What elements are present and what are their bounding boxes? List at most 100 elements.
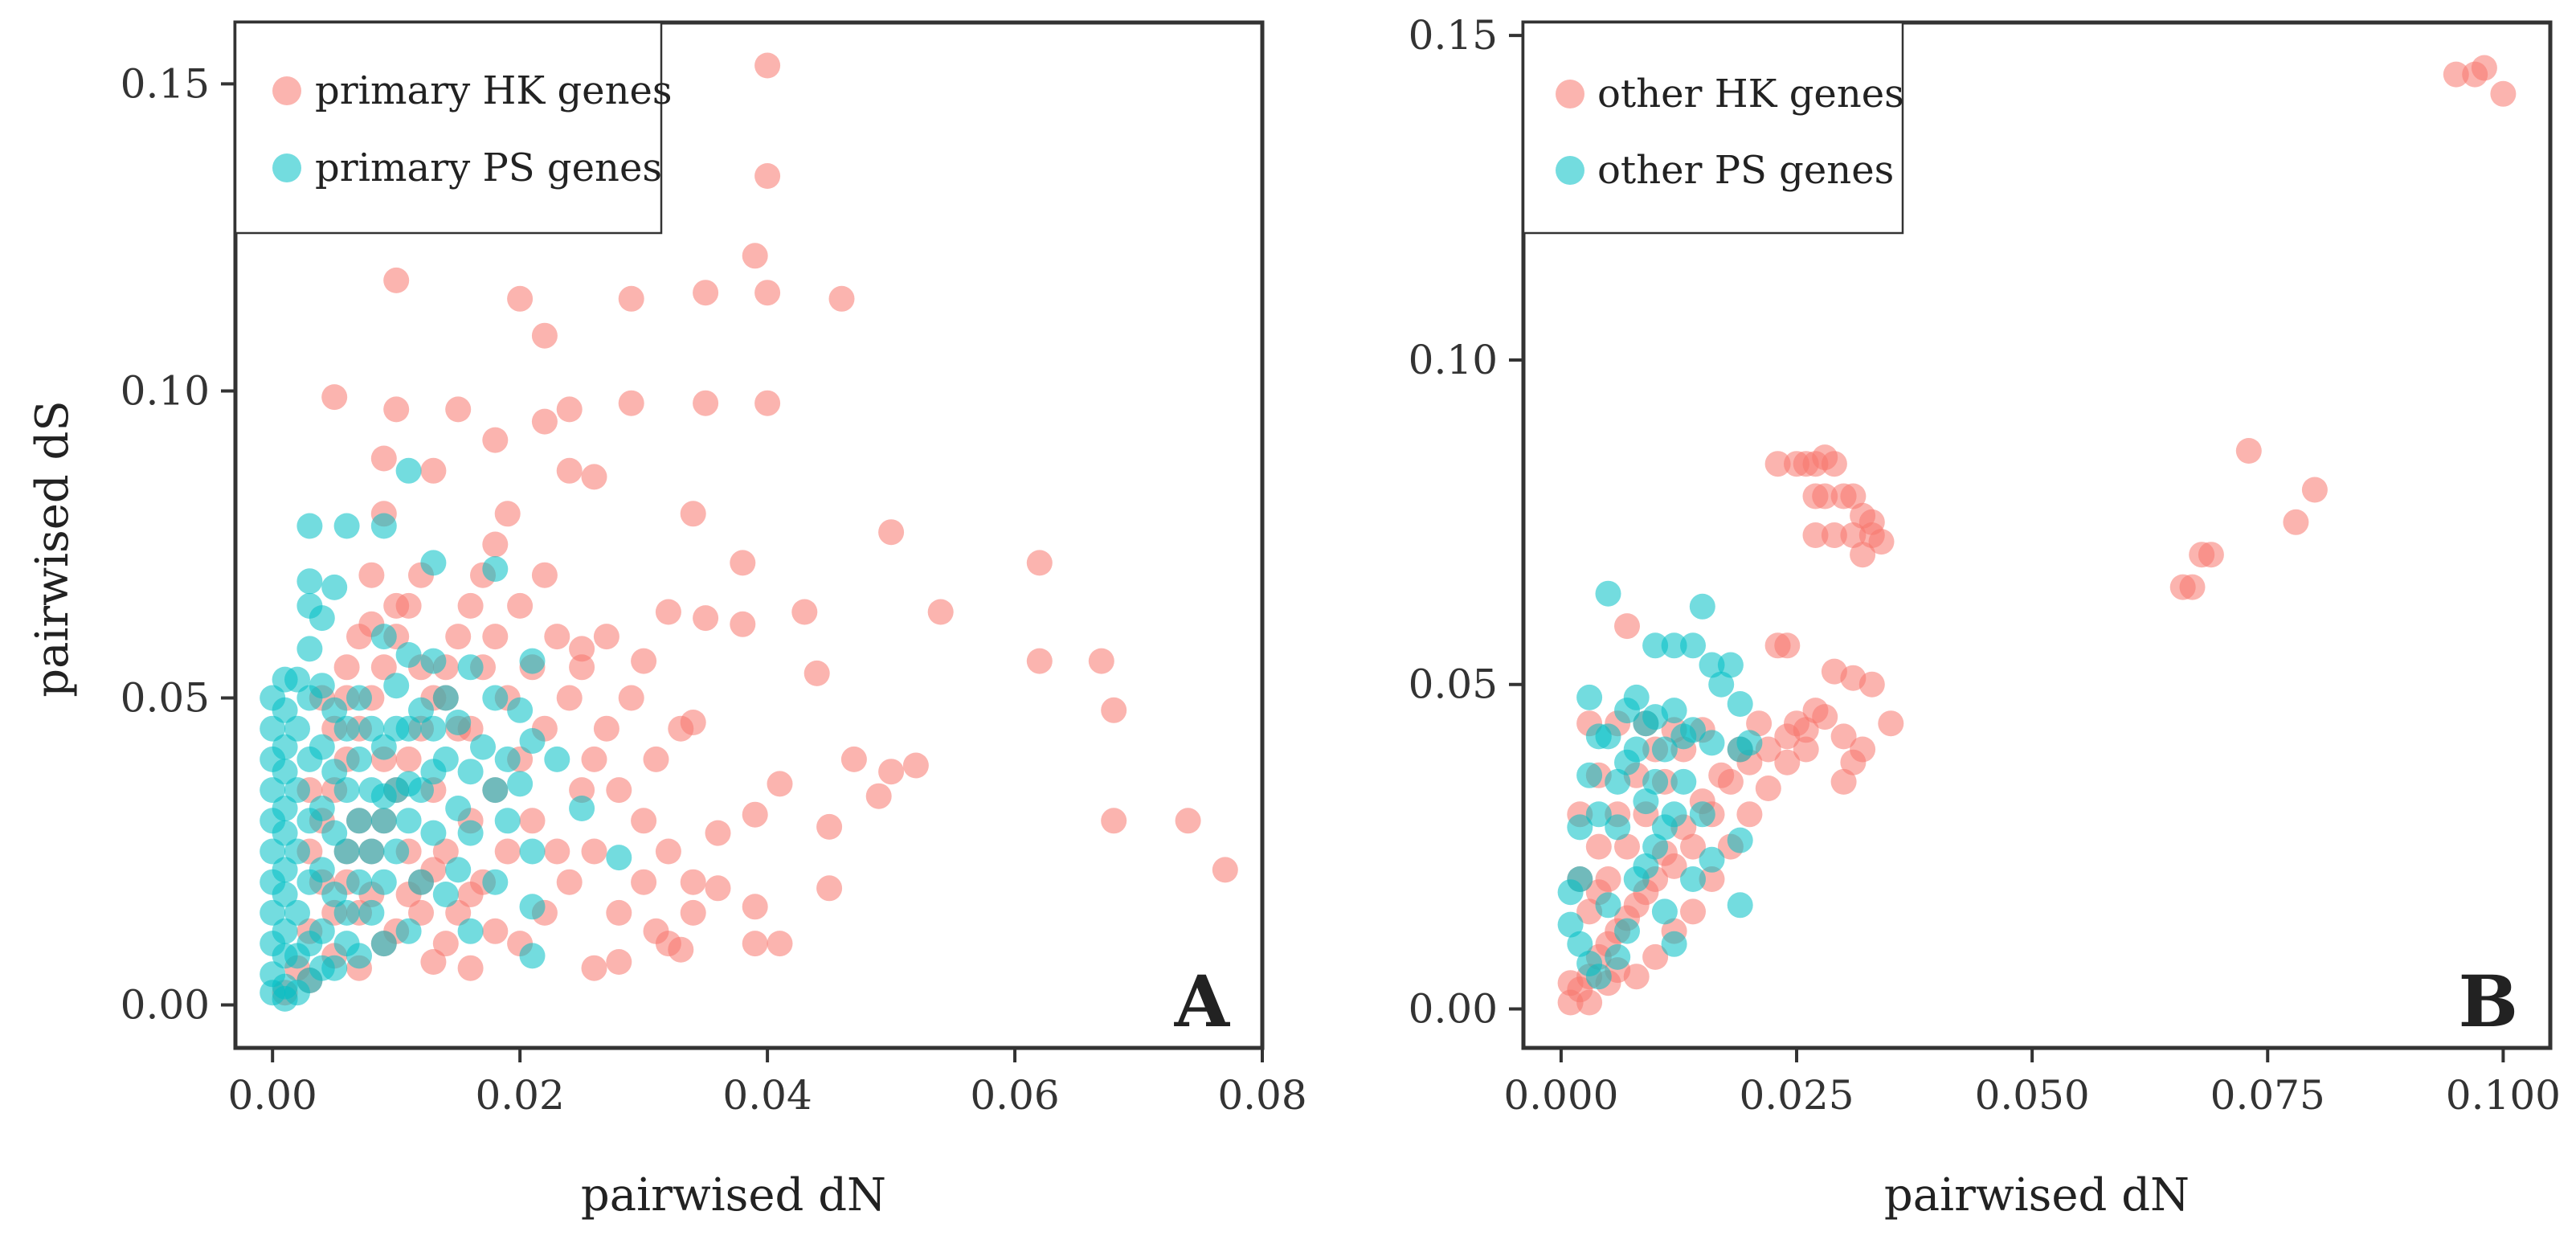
panel-b-point-ps <box>1614 918 1640 944</box>
panel-b-point-ps <box>1614 698 1640 724</box>
panel-a-point-hk <box>445 899 472 926</box>
panel-a-point-ps <box>309 918 335 944</box>
panel-b-point-hk <box>1774 632 1801 659</box>
panel-a-point-ps <box>321 759 348 785</box>
panel-a-point-ps <box>284 943 310 969</box>
panel-a-point-hk <box>927 599 954 625</box>
panel-a-point-hk <box>593 715 619 742</box>
panel-a-point-ps <box>606 845 632 871</box>
panel-b-point-ps <box>1689 593 1715 620</box>
panel-b-point-hk <box>1821 451 1847 477</box>
panel-b-point-ps <box>1680 866 1706 892</box>
panel-a-point-ps <box>519 648 546 674</box>
panel-b-point-ps <box>1727 827 1753 853</box>
panel-b-point-hk <box>1821 522 1847 548</box>
panel-a-point-hk <box>494 501 521 527</box>
panel-b-point-hk <box>1755 775 1781 801</box>
panel-a-point-hk <box>730 611 756 637</box>
panel-b-point-ps <box>1557 911 1584 938</box>
panel-a-point-hk <box>606 949 632 975</box>
panel-a-point-hk <box>655 931 681 957</box>
panel-a-point-hk <box>333 654 360 681</box>
panel-b-letter: B <box>2459 960 2518 1043</box>
panel-b-y-tick-label: 0.10 <box>1409 337 1498 383</box>
panel-a-point-ps <box>284 777 310 804</box>
panel-a-point-hk <box>902 752 929 779</box>
panel-a-point-hk <box>556 457 583 484</box>
panel-a-point-hk <box>408 899 434 926</box>
legend-label-other-ps: other PS genes <box>1597 148 1894 193</box>
panel-a-point-ps <box>260 715 286 742</box>
panel-a-point-hk <box>618 285 644 312</box>
panel-a-point-hk <box>878 519 905 546</box>
panel-b-point-hk <box>1802 522 1829 548</box>
panel-b-point-hk <box>2283 509 2309 535</box>
panel-a-ticks: 0.00 0.02 0.04 0.06 0.08 0.00 0.05 0.10 0.15 <box>121 60 1307 1119</box>
panel-a-point-hk <box>767 771 793 797</box>
panel-a-point-ps <box>519 838 546 865</box>
panel-b-point-hk <box>1793 451 1819 477</box>
panel-b-point-hk <box>2443 61 2469 88</box>
panel-a-point-hk <box>581 464 607 490</box>
panel-a-point-ps <box>321 882 348 907</box>
panel-a-point-hk <box>432 931 459 957</box>
panel-a-point-ps <box>284 899 310 926</box>
panel-b-point-hk <box>2235 438 2262 464</box>
panel-b-point-ps <box>1661 931 1687 957</box>
panel-a-point-ps <box>358 899 385 926</box>
panel-a-point-ps <box>445 796 472 821</box>
panel-a-point-ps <box>321 697 348 723</box>
panel-a-point-ps <box>445 857 472 883</box>
panel-a-point-hk <box>420 949 447 975</box>
panel-b-point-ps <box>1642 632 1669 659</box>
panel-b-point-hk <box>1576 989 1603 1016</box>
panel-a-point-hk <box>482 427 509 453</box>
panel-b-point-hk <box>2490 80 2517 107</box>
panel-a-point-ps <box>309 955 335 981</box>
legend-label-other-hk: other HK genes <box>1597 72 1904 117</box>
panel-b-point-hk <box>2471 55 2497 81</box>
panel-a-point-hk <box>865 783 892 809</box>
panel-b-point-hk <box>1774 749 1801 775</box>
panel-a: 0.00 0.02 0.04 0.06 0.08 0.00 0.05 0.10 0.15 pri… <box>27 20 1307 1221</box>
panel-a-point-ps <box>544 746 570 772</box>
panel-a-point-ps <box>333 715 360 742</box>
panel-a-y-tick-label: 0.00 <box>121 982 210 1029</box>
panel-a-y-tick-label: 0.05 <box>121 674 210 721</box>
panel-a-point-hk <box>519 808 546 834</box>
panel-b-point-hk <box>1623 964 1650 990</box>
panel-b-point-ps <box>1708 671 1735 698</box>
panel-a-point-hk <box>581 955 607 981</box>
panel-a-point-ps <box>296 568 323 595</box>
panel-b-point-ps <box>1661 632 1687 659</box>
panel-a-point-ps <box>507 697 534 723</box>
panel-a-point-hk <box>618 390 644 416</box>
panel-a-point-hk <box>556 685 583 711</box>
panel-a-y-axis-label: pairwised dS <box>27 400 79 698</box>
panel-a-point-ps <box>309 734 335 760</box>
panel-a-point-hk <box>742 801 768 828</box>
panel-a-legend: primary HK genes primary PS genes <box>234 21 673 235</box>
panel-b-point-ps <box>1605 814 1631 841</box>
panel-a-point-ps <box>482 869 509 895</box>
panel-b-point-hk <box>1793 717 1819 743</box>
panel-a-point-hk <box>569 654 595 681</box>
panel-a-point-hk <box>581 746 607 772</box>
panel-b-point-hk <box>1680 898 1706 925</box>
panel-b-point-hk <box>1830 723 1857 750</box>
panel-b-point-ps <box>1651 898 1678 925</box>
panel-a-point-hk <box>878 759 905 785</box>
panel-a-point-hk <box>754 52 781 79</box>
panel-a-point-ps <box>346 869 372 895</box>
panel-b-point-ps <box>1717 652 1744 678</box>
panel-b-point-ps <box>1595 580 1621 607</box>
panel-a-point-hk <box>482 918 509 944</box>
panel-a-point-ps <box>346 808 372 834</box>
panel-a-point-ps <box>395 642 422 668</box>
panel-a-point-ps <box>383 838 410 865</box>
panel-a-point-hk <box>321 384 348 411</box>
panel-b-point-hk <box>1746 710 1773 737</box>
panel-a-point-hk <box>383 592 410 619</box>
panel-a-point-hk <box>445 396 472 423</box>
panel-a-point-hk <box>816 875 843 902</box>
